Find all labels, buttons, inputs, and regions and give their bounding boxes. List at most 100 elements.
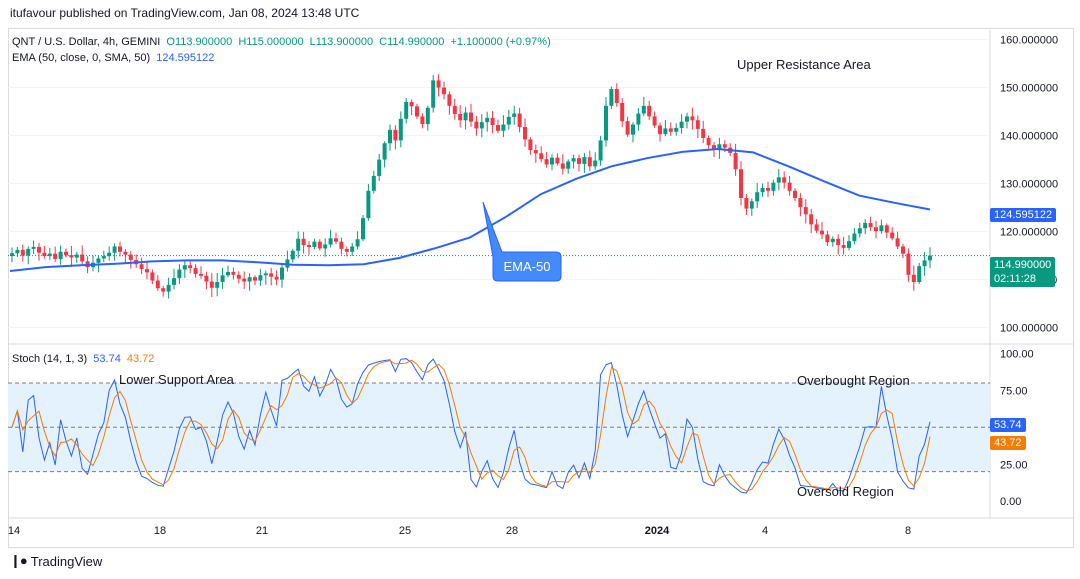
candle-body [344, 248, 349, 252]
candle-body [809, 214, 814, 225]
candle-body [58, 251, 63, 259]
candle-body [231, 271, 236, 275]
candle-body [501, 124, 506, 131]
ema-price-badge: 124.595122 [990, 208, 1057, 222]
candle-body [539, 153, 544, 160]
candle-body [296, 238, 301, 251]
candle-body [685, 116, 689, 122]
candle-body [496, 125, 500, 131]
candle-body [739, 169, 743, 198]
stoch-legend[interactable]: Stoch (14, 1, 3) 53.74 43.72 [12, 353, 157, 365]
x-tick-label: 21 [256, 525, 268, 537]
candle-body [20, 249, 25, 256]
candle-body [577, 158, 581, 164]
candle-body [690, 116, 695, 121]
candle-body [782, 177, 787, 183]
x-tick-label: 28 [506, 525, 518, 537]
candle-body [382, 143, 387, 160]
candle-body [436, 80, 441, 88]
candle-body [847, 241, 851, 248]
candle-body [793, 190, 797, 198]
oversold-label: Oversold Region [797, 484, 894, 499]
candle-body [247, 277, 252, 282]
candle-body [868, 222, 873, 228]
candle-body [674, 127, 679, 132]
candle-body [706, 138, 711, 146]
candle-body [787, 182, 792, 191]
candle-body [760, 187, 765, 193]
candle-body [269, 273, 274, 277]
candle-body [652, 116, 657, 126]
candle-body [879, 225, 884, 232]
candle-body [814, 224, 819, 231]
candle-body [177, 269, 182, 279]
candle-body [53, 253, 58, 259]
candle-body [620, 102, 625, 122]
candle-body [274, 276, 279, 280]
price-legend: QNT / U.S. Dollar, 4h, GEMINI O113.90000… [12, 36, 554, 48]
candle-body [771, 182, 776, 191]
candle-body [922, 260, 927, 267]
candle-body [695, 120, 700, 129]
candle-body [474, 121, 479, 129]
stoch-tick-label: 100.00 [1000, 348, 1034, 360]
candle-body [112, 246, 117, 253]
candle-body [236, 274, 241, 279]
candle-body [528, 139, 533, 150]
ema-legend[interactable]: EMA (50, close, 0, SMA, 50) 124.595122 [12, 52, 217, 64]
candle-body [220, 275, 225, 282]
countdown-timer: 02:11:28 [994, 273, 1037, 285]
candle-body [890, 232, 895, 239]
tradingview-logo-icon[interactable]: ❙● [10, 553, 28, 568]
candle-body [479, 122, 484, 129]
candle-body [323, 244, 328, 249]
publisher-text: itufavour published on TradingView.com, … [10, 6, 360, 20]
candle-body [404, 102, 409, 119]
candle-body [874, 227, 878, 232]
candle-body [701, 128, 706, 138]
low-value: L113.900000 [309, 36, 374, 48]
candle-body [733, 152, 738, 170]
candle-body [544, 159, 549, 165]
ema-callout-label: EMA-50 [504, 259, 551, 274]
candle-body [307, 245, 311, 247]
candle-body [182, 265, 187, 270]
candle-body [377, 159, 382, 176]
symbol-label[interactable]: QNT / U.S. Dollar, 4h, GEMINI [12, 36, 161, 48]
candle-body [722, 144, 727, 148]
candle-body [161, 288, 166, 292]
candle-body [361, 218, 365, 240]
candle-body [155, 280, 160, 289]
candle-body [447, 94, 452, 106]
x-tick-label: 25 [399, 525, 411, 537]
footer: ❙● TradingView [10, 553, 102, 569]
candle-body [717, 144, 722, 150]
candle-body [188, 265, 193, 269]
candle-body [636, 113, 641, 125]
candle-body [139, 264, 144, 270]
chart-frame[interactable] [8, 28, 1074, 548]
lower-support-label: Lower Support Area [119, 372, 234, 387]
candle-body [857, 228, 862, 234]
candle-body [647, 105, 652, 117]
candle-body [388, 129, 392, 144]
candle-body [582, 157, 587, 164]
footer-brand[interactable]: TradingView [30, 553, 103, 569]
candle-body [328, 238, 333, 245]
candle-body [776, 177, 781, 183]
candle-body [901, 246, 905, 254]
stoch-d-value: 43.72 [126, 353, 155, 365]
candle-body [663, 128, 668, 135]
candle-body [825, 234, 830, 243]
stoch-label: Stoch (14, 1, 3) [12, 353, 88, 365]
candle-body [166, 284, 171, 292]
ema-label: EMA (50, close, 0, SMA, 50) [12, 52, 151, 64]
candle-body [398, 118, 403, 141]
candle-body [290, 250, 295, 260]
candle-body [517, 113, 522, 127]
x-tick-label: 8 [905, 525, 911, 537]
candle-body [253, 277, 257, 281]
candle-body [301, 238, 306, 246]
candle-body [409, 102, 414, 107]
